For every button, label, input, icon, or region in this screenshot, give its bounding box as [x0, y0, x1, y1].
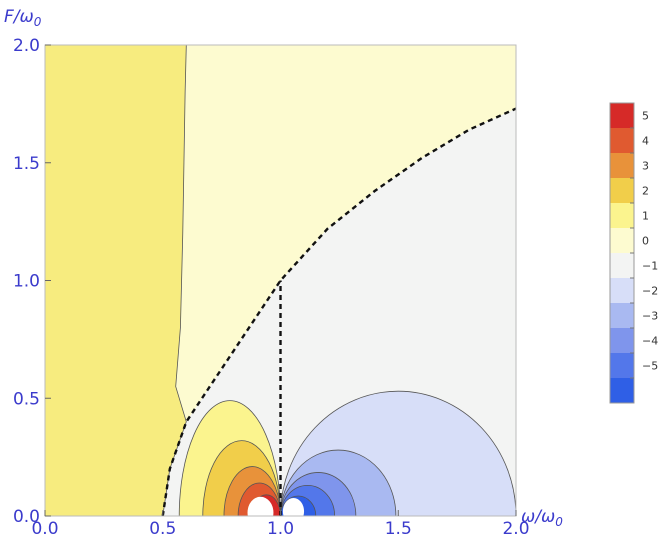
y-axis-label-main: F/ω: [4, 7, 34, 27]
colorbar-label: 0: [642, 235, 649, 248]
y-tick-label: 2.0: [13, 36, 40, 56]
colorbar-label: −2: [642, 285, 658, 298]
x-axis-label-sub: 0: [555, 515, 563, 529]
colorbar-cell: [610, 303, 634, 328]
colorbar-label: −1: [642, 260, 658, 273]
colorbar-legend: 5 4 3 2 1 0 −1 −2 −3 −4 −5: [609, 102, 658, 404]
colorbar-cell: [610, 203, 634, 228]
y-tick-label: 0.5: [13, 389, 40, 409]
right-lobes: [280, 390, 516, 516]
x-tick-label: 0.5: [149, 519, 176, 539]
dashed-boundary-curve: [161, 107, 516, 516]
region-outer-left: [45, 45, 187, 516]
x-tick-label: 2.0: [502, 519, 529, 539]
colorbar-label: 2: [642, 185, 649, 198]
colorbar-cell: [610, 128, 634, 153]
plot-area: [45, 45, 516, 516]
colorbar-cell: [610, 228, 634, 253]
colorbar-cell: [610, 103, 634, 128]
colorbar-label: 5: [642, 110, 649, 123]
colorbar-cell: [610, 153, 634, 178]
colorbar-label: −4: [642, 335, 658, 348]
singularity-blob-2: [282, 497, 305, 516]
x-axis-label-main: ω/ω: [521, 507, 555, 527]
colorbar-label: 3: [642, 160, 649, 173]
colorbar-label: −5: [642, 360, 658, 373]
colorbar-cell: [610, 253, 634, 278]
x-tick-label: 0.0: [31, 519, 58, 539]
x-tick-label: 1.0: [267, 519, 294, 539]
colorbar-label: 4: [642, 135, 649, 148]
colorbar-cell: [610, 328, 634, 353]
y-tick-label: 1.5: [13, 154, 40, 174]
x-tick-label: 1.5: [385, 519, 412, 539]
y-axis-ticks: 0.0 0.5 1.0 1.5 2.0: [13, 36, 51, 527]
colorbar-cell: [610, 353, 634, 378]
colorbar-cell: [610, 178, 634, 203]
y-axis-label: F/ω0: [4, 7, 42, 29]
singularity-blobs: [247, 496, 305, 516]
colorbar-label: −3: [642, 310, 658, 323]
x-axis-ticks: 0.0 0.5 1.0 1.5 2.0: [31, 510, 530, 539]
y-axis-label-sub: 0: [34, 15, 42, 29]
y-tick-label: 0.0: [13, 507, 40, 527]
x-axis-label: ω/ω0: [521, 507, 563, 529]
singularity-blob-1: [247, 496, 274, 516]
colorbar-cell: [610, 378, 634, 403]
colorbar-label: 1: [642, 210, 649, 223]
colorbar-cell: [610, 278, 634, 303]
y-tick-label: 1.0: [13, 272, 40, 292]
